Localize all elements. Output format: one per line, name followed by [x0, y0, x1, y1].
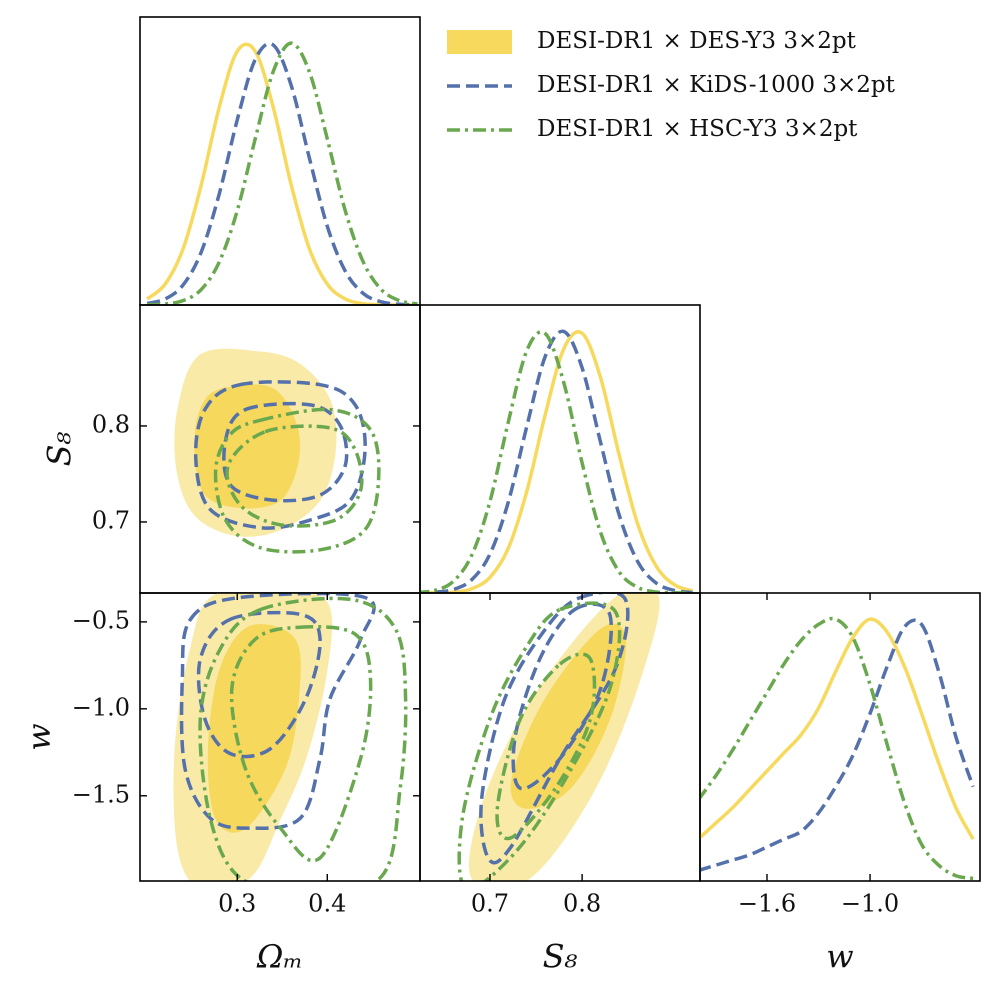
- panel: [457, 593, 660, 881]
- contour: [222, 401, 349, 503]
- contour: [479, 593, 630, 865]
- contour: [457, 601, 622, 881]
- density-line: [700, 616, 974, 881]
- contour: [198, 596, 408, 881]
- contour: [495, 652, 597, 841]
- y-tick-label: −1.5: [72, 780, 130, 808]
- contour: [196, 610, 322, 759]
- panel-frame: [139, 16, 421, 306]
- density-line: [420, 330, 693, 593]
- panel: [173, 593, 408, 881]
- x-tick-label: 0.8: [563, 890, 601, 918]
- y-tick-label: −0.5: [72, 606, 130, 634]
- density-line: [146, 41, 418, 305]
- density-line: [700, 618, 975, 872]
- panel: [700, 616, 975, 881]
- panel-frame: [699, 592, 981, 882]
- x-tick-label: −1.6: [738, 890, 796, 918]
- y-tick-label: 0.7: [92, 506, 130, 534]
- legend-swatch: [447, 30, 512, 54]
- density-line: [700, 617, 975, 840]
- y-axis-label: w: [20, 723, 58, 750]
- panel: [146, 41, 418, 305]
- x-axis-label: S₈: [543, 938, 578, 976]
- y-axis-label: S₈: [40, 431, 78, 466]
- panel: [174, 348, 381, 554]
- x-axis-label: Ωₘ: [256, 938, 303, 976]
- contour: [179, 593, 376, 830]
- contour: [225, 424, 364, 528]
- contour: [511, 602, 614, 791]
- density-line: [147, 41, 418, 305]
- x-tick-label: 0.3: [218, 890, 256, 918]
- legend-label: DESI-DR1 × DES-Y3 3×2pt: [537, 28, 857, 54]
- x-tick-label: 0.4: [308, 890, 346, 918]
- density-line: [420, 330, 694, 593]
- panel: [420, 329, 694, 593]
- x-tick-label: −1.0: [841, 890, 899, 918]
- x-axis-label: w: [826, 938, 853, 976]
- panel-frame: [419, 304, 701, 594]
- y-tick-label: −1.0: [72, 693, 130, 721]
- contour: [194, 384, 301, 509]
- contour: [229, 625, 373, 863]
- x-tick-label: 0.7: [471, 890, 509, 918]
- legend-label: DESI-DR1 × HSC-Y3 3×2pt: [537, 116, 858, 142]
- contour: [193, 380, 367, 530]
- density-line: [146, 42, 418, 305]
- contour: [213, 407, 381, 554]
- density-line: [420, 329, 693, 593]
- legend-label: DESI-DR1 × KiDS-1000 3×2pt: [537, 72, 896, 98]
- y-tick-label: 0.8: [92, 410, 130, 438]
